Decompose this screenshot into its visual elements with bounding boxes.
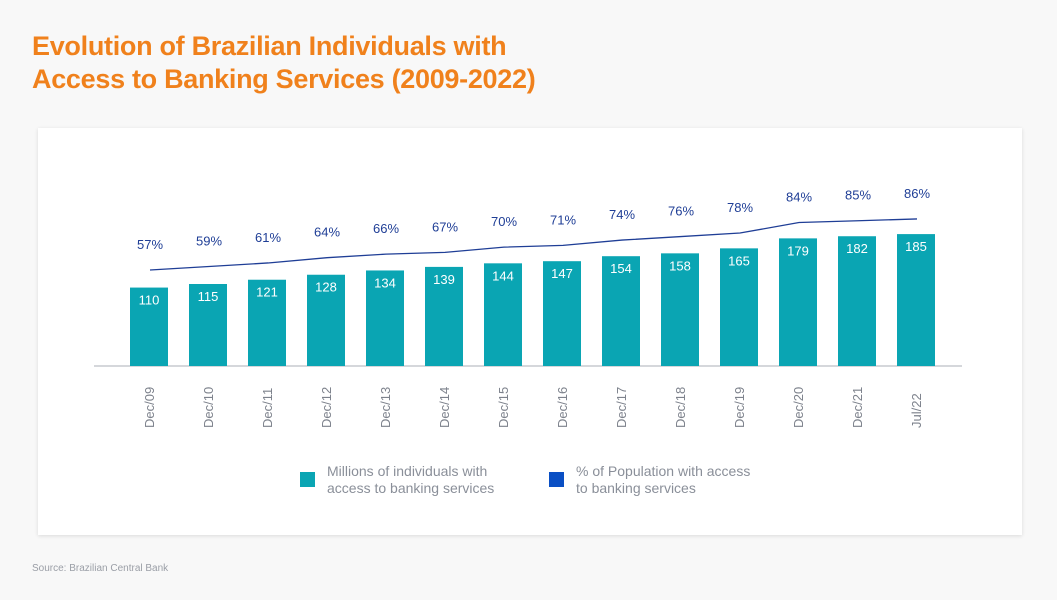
x-tick-label: Dec/14 [437,387,452,428]
chart-card: 110 Dec/09 115 Dec/10 121 Dec/11 128 Dec/12 134 D… [38,128,1022,535]
bar [366,270,404,366]
percent-label: 61% [255,230,281,245]
bar-value-label: 158 [669,258,691,273]
bar-value-label: 139 [433,272,455,287]
bar [661,253,699,366]
x-tick-label: Dec/16 [555,387,570,428]
x-tick-label: Dec/11 [260,388,275,428]
bar-value-label: 121 [256,285,278,300]
bar-value-label: 179 [787,243,809,258]
bar-value-label: 144 [492,268,514,283]
bar-value-label: 185 [905,239,927,254]
x-tick-label: Dec/15 [496,387,511,428]
chart-title: Evolution of Brazilian Individuals with … [32,31,536,94]
bar [543,261,581,366]
x-tick-label: Dec/21 [850,387,865,428]
percent-label: 74% [609,207,635,222]
x-tick-label: Dec/10 [201,387,216,428]
bar [130,287,168,366]
percent-label: 86% [904,186,930,201]
bar-value-label: 115 [198,289,219,304]
bar [189,284,227,366]
source-note: Source: Brazilian Central Bank [32,563,169,574]
x-tick-label: Dec/20 [791,387,806,428]
bar-value-label: 154 [610,261,632,276]
bar [484,263,522,366]
percent-label: 57% [137,237,163,252]
bar [425,266,463,366]
bar-value-label: 128 [315,280,337,295]
bar-value-label: 110 [139,293,160,308]
bar-value-label: 134 [374,275,396,290]
percent-label: 64% [314,225,340,240]
bar-value-label: 182 [846,241,868,256]
legend-swatch-bars [300,472,315,487]
bar-value-label: 165 [728,253,750,268]
x-tick-label: Dec/18 [673,387,688,428]
x-tick-label: Dec/12 [319,387,334,428]
legend-swatch-line [549,472,564,487]
percent-line [149,218,918,271]
percent-label: 85% [845,188,871,203]
bar [307,274,345,366]
legend-item-bars: Millions of individuals with access to ba… [300,463,494,497]
percent-label: 71% [550,212,576,227]
percent-label: 66% [373,221,399,236]
bar [897,234,935,366]
percent-label: 67% [432,219,458,234]
bar [838,236,876,366]
chart-svg: 110 Dec/09 115 Dec/10 121 Dec/11 128 Dec/12 134 D… [94,186,962,428]
x-tick-label: Dec/19 [732,387,747,428]
x-tick-label: Dec/13 [378,387,393,428]
bar-value-label: 147 [551,266,573,281]
percent-label: 59% [196,233,222,248]
bar [248,279,286,366]
percent-label: 76% [668,204,694,219]
percent-label: 70% [491,214,517,229]
percent-label: 84% [786,189,812,204]
x-tick-label: Jul/22 [909,393,924,428]
percent-label: 78% [727,200,753,215]
x-tick-label: Dec/17 [614,387,629,428]
bar [602,256,640,366]
legend-item-line: % of Population with access to banking se… [549,463,750,497]
x-tick-label: Dec/09 [142,387,157,428]
bar [779,238,817,366]
bar [720,248,758,366]
